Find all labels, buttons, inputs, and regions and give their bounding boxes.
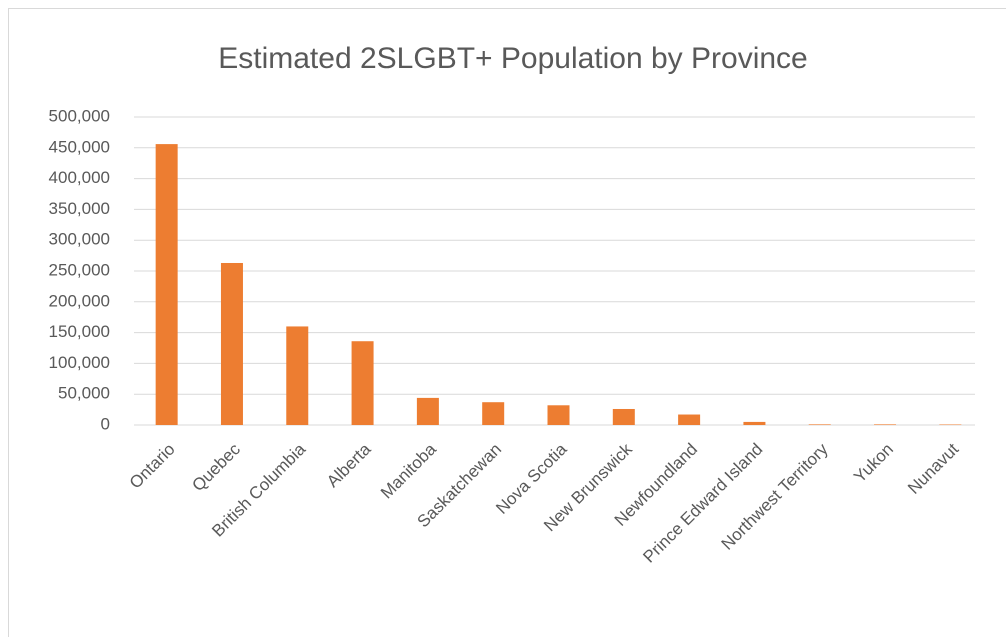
bar: [547, 405, 570, 425]
bar: [286, 326, 309, 425]
y-tick-label: 0: [101, 414, 110, 433]
bar: [743, 421, 766, 425]
bar: [678, 414, 701, 425]
y-tick-label: 300,000: [49, 230, 110, 249]
bar: [351, 341, 374, 425]
bar: [220, 262, 243, 425]
bar: [155, 144, 178, 425]
bar: [612, 408, 635, 425]
y-tick-label: 250,000: [49, 260, 110, 279]
y-tick-label: 450,000: [49, 137, 110, 156]
y-tick-label: 500,000: [49, 106, 110, 125]
y-tick-label: 150,000: [49, 322, 110, 341]
y-tick-label: 50,000: [58, 384, 110, 403]
y-tick-label: 400,000: [49, 168, 110, 187]
y-tick-label: 100,000: [49, 353, 110, 372]
bar: [874, 424, 897, 425]
chart-title: Estimated 2SLGBT+ Population by Province: [218, 42, 807, 75]
y-tick-label: 350,000: [49, 199, 110, 218]
bar: [808, 424, 831, 425]
bar: [416, 397, 439, 425]
y-tick-label: 200,000: [49, 291, 110, 310]
bar: [482, 402, 505, 425]
